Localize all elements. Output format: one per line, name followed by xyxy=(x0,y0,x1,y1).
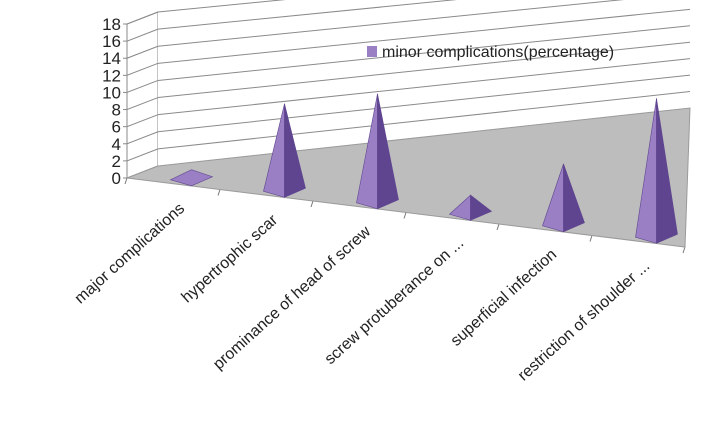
gridline-left xyxy=(126,11,159,25)
left-wall xyxy=(126,11,159,179)
y-tick-label: 6 xyxy=(112,118,121,137)
pyramid-face-right xyxy=(563,163,585,233)
gridline-back xyxy=(157,0,286,13)
pyramid-base xyxy=(169,169,214,187)
gridline-left xyxy=(126,45,159,59)
x-tick-mark xyxy=(217,189,221,196)
pyramid-bar xyxy=(263,103,306,198)
y-tick-label: 18 xyxy=(102,15,121,34)
gridline-left xyxy=(126,148,159,162)
gridline-back xyxy=(157,0,458,30)
legend-swatch xyxy=(367,46,377,57)
gridline-back xyxy=(157,58,691,116)
pyramid-face-right xyxy=(284,103,306,198)
y-tick-label: 4 xyxy=(112,135,121,154)
y-tick-label: 14 xyxy=(102,49,121,68)
x-tick-mark xyxy=(496,223,500,231)
pyramid-bar xyxy=(169,169,214,187)
gridline-back xyxy=(157,91,691,150)
y-tick-label: 0 xyxy=(112,169,121,188)
x-category-label: major complications xyxy=(72,200,188,307)
legend-label: minor complications(percentage) xyxy=(382,44,614,61)
gridline-back xyxy=(157,25,691,81)
gridline-left xyxy=(126,79,159,93)
gridline-back xyxy=(157,0,625,47)
y-tick-label: 10 xyxy=(102,83,121,102)
pyramid-bar xyxy=(448,194,493,221)
back-wall xyxy=(158,12,690,166)
gridline-back xyxy=(157,8,691,64)
y-tick-label: 8 xyxy=(112,101,121,120)
gridline-left xyxy=(126,97,159,111)
y-tick-label: 16 xyxy=(102,32,121,51)
x-tick-mark xyxy=(682,246,686,254)
gridline-back xyxy=(157,41,691,99)
pyramid-bars xyxy=(169,93,678,244)
gridline-left xyxy=(126,131,159,145)
x-category-label: hypertrophic scar xyxy=(179,211,282,306)
legend: minor complications(percentage) xyxy=(367,44,614,61)
pyramid-bar xyxy=(356,93,399,210)
gridline-back xyxy=(157,74,691,133)
gridlines xyxy=(124,0,691,254)
pyramid-face-right xyxy=(470,194,493,221)
y-tick-label: 2 xyxy=(112,152,121,171)
gridline-left xyxy=(126,28,159,42)
pyramid-bar xyxy=(542,163,585,233)
y-tick-label: 12 xyxy=(102,66,121,85)
x-tick-mark xyxy=(124,177,128,185)
x-tick-mark xyxy=(403,212,407,219)
pyramid-face-right xyxy=(656,98,678,244)
x-tick-mark xyxy=(589,235,593,242)
pyramid-bar xyxy=(635,98,678,244)
gridline-left xyxy=(126,62,159,76)
x-category-label: superficial infection xyxy=(448,246,561,350)
pyramid-face-right xyxy=(377,93,399,210)
chart-walls xyxy=(126,11,690,179)
x-tick-mark xyxy=(310,200,314,208)
gridline-left xyxy=(126,114,159,128)
